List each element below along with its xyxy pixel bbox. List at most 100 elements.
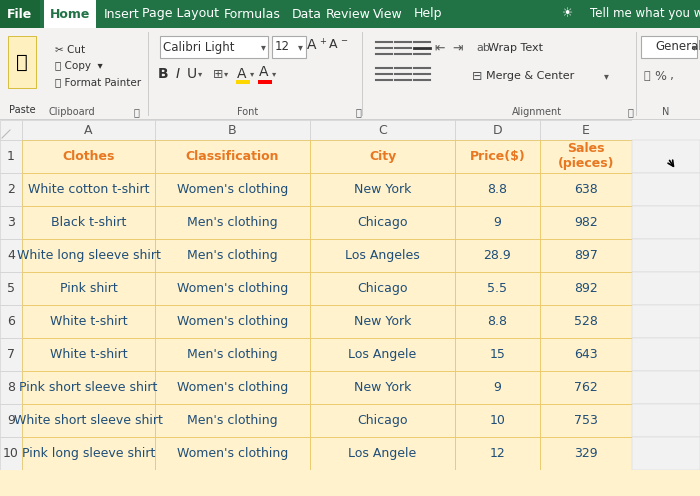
Text: ab: ab (476, 43, 490, 53)
Text: White cotton t-shirt: White cotton t-shirt (28, 183, 149, 196)
Text: 5: 5 (7, 282, 15, 295)
Bar (455, 437, 540, 470)
Text: Women's clothing: Women's clothing (177, 282, 288, 295)
Bar (22, 239, 155, 272)
Text: Insert: Insert (104, 7, 140, 20)
Text: Men's clothing: Men's clothing (187, 249, 278, 262)
Text: 643: 643 (574, 348, 598, 361)
Bar (258, 80, 272, 84)
Bar (455, 140, 540, 173)
Text: 528: 528 (574, 315, 598, 328)
Bar (632, 371, 700, 404)
Text: 12: 12 (274, 41, 290, 54)
Bar (0, 404, 22, 437)
Bar (0, 173, 22, 206)
Text: 897: 897 (574, 249, 598, 262)
Text: ▾: ▾ (260, 42, 265, 52)
Text: 💲: 💲 (644, 71, 650, 81)
Bar (0, 437, 22, 470)
Bar (0, 272, 22, 305)
Bar (148, 32, 149, 116)
Text: 753: 753 (574, 414, 598, 427)
Text: Los Angele: Los Angele (349, 348, 416, 361)
Bar (0, 470, 700, 496)
Bar (0, 371, 22, 404)
Bar (155, 437, 310, 470)
Text: City: City (369, 150, 396, 163)
Bar (540, 305, 632, 338)
Text: D: D (493, 124, 503, 136)
Text: ▾: ▾ (272, 69, 276, 78)
Text: Formulas: Formulas (223, 7, 281, 20)
Text: File: File (8, 7, 33, 20)
Text: 28.9: 28.9 (484, 249, 512, 262)
Text: 📋 Copy  ▾: 📋 Copy ▾ (55, 61, 103, 71)
Text: ▾: ▾ (298, 42, 302, 52)
Text: ▾: ▾ (692, 42, 696, 52)
Text: Merge & Center: Merge & Center (486, 71, 574, 81)
Text: 982: 982 (574, 216, 598, 229)
Text: 2: 2 (7, 183, 15, 196)
Text: ⤢: ⤢ (133, 107, 139, 117)
Bar (632, 272, 700, 305)
Bar (540, 173, 632, 206)
Bar (310, 206, 455, 239)
Text: ⇤: ⇤ (435, 42, 445, 55)
Text: ▾: ▾ (224, 69, 228, 78)
Text: A: A (84, 124, 92, 136)
Bar (0, 338, 22, 371)
Text: Tell me what you w: Tell me what you w (590, 7, 700, 20)
Bar (22, 437, 155, 470)
Text: White long sleeve shirt: White long sleeve shirt (17, 249, 160, 262)
Text: Men's clothing: Men's clothing (187, 348, 278, 361)
Bar (540, 140, 632, 173)
Bar (310, 239, 455, 272)
Bar (44, 0, 96, 28)
Text: 6: 6 (7, 315, 15, 328)
Bar (22, 120, 155, 140)
Text: 9: 9 (494, 216, 501, 229)
Bar (455, 173, 540, 206)
Bar (22, 140, 155, 173)
Bar (0, 0, 40, 28)
Text: 5.5: 5.5 (487, 282, 508, 295)
Bar (310, 437, 455, 470)
Bar (455, 338, 540, 371)
Bar (8, 36, 36, 88)
Text: Wrap Text: Wrap Text (488, 43, 543, 53)
Text: 9: 9 (494, 381, 501, 394)
Bar (632, 120, 700, 140)
Bar (22, 173, 155, 206)
Text: 638: 638 (574, 183, 598, 196)
Bar (160, 36, 268, 58)
Text: %: % (654, 69, 666, 82)
Text: Pink short sleeve shirt: Pink short sleeve shirt (20, 381, 158, 394)
Text: B: B (158, 67, 168, 81)
Bar (540, 371, 632, 404)
Bar (455, 239, 540, 272)
Text: U: U (187, 67, 197, 81)
Text: ▾: ▾ (198, 69, 202, 78)
Bar (155, 206, 310, 239)
Bar (632, 305, 700, 338)
Bar (310, 272, 455, 305)
Text: ▾: ▾ (603, 71, 608, 81)
Text: ⊞: ⊞ (213, 67, 223, 80)
Text: Clothes: Clothes (62, 150, 115, 163)
Bar (455, 206, 540, 239)
Bar (155, 338, 310, 371)
Bar (272, 36, 306, 58)
Text: ⊟: ⊟ (472, 69, 482, 82)
Bar (455, 404, 540, 437)
Text: General: General (655, 41, 700, 54)
Text: Price($): Price($) (470, 150, 526, 163)
Text: 8: 8 (7, 381, 15, 394)
Bar (540, 404, 632, 437)
Text: N: N (662, 107, 670, 117)
Bar (0, 0, 700, 28)
Bar (155, 305, 310, 338)
Text: Classification: Classification (186, 150, 279, 163)
Bar (540, 338, 632, 371)
Text: 329: 329 (574, 447, 598, 460)
Text: ✂ Cut: ✂ Cut (55, 45, 85, 55)
